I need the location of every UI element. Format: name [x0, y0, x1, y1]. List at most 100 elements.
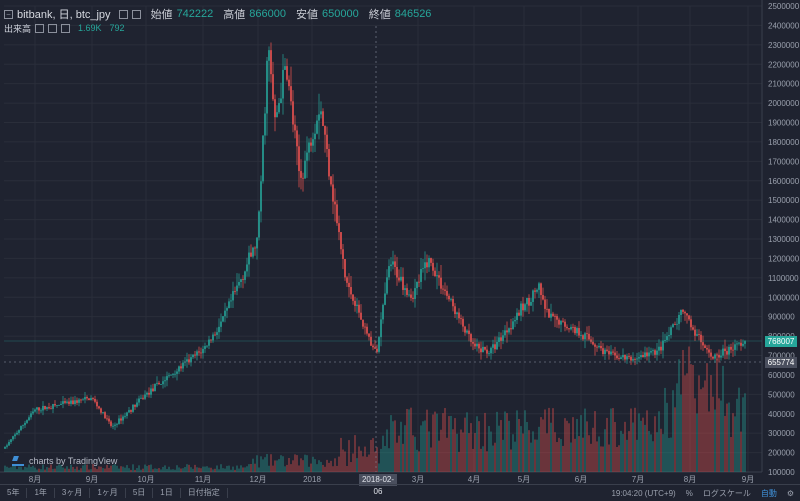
volume-bar — [364, 446, 366, 472]
volume-bar — [152, 469, 154, 472]
range-1d[interactable]: 1日 — [153, 488, 181, 498]
candle-body — [200, 352, 202, 354]
volume-bar — [274, 460, 276, 472]
range-5y[interactable]: 5年 — [0, 488, 28, 498]
volume-bar — [350, 462, 352, 472]
candle-body — [346, 277, 348, 283]
volume-bar — [336, 465, 338, 472]
volume-bar — [200, 468, 202, 472]
candle-body — [284, 66, 286, 70]
clock-text: 19:04:20 (UTC+9) — [611, 488, 676, 498]
candle-body — [464, 326, 466, 333]
y-tick-label: 700000 — [768, 352, 795, 361]
range-custom[interactable]: 日付指定 — [181, 488, 228, 498]
volume-bar — [592, 427, 594, 472]
candle-body — [208, 339, 210, 346]
volume-bar — [698, 375, 700, 472]
settings-icon[interactable] — [118, 9, 128, 19]
volume-bar — [208, 467, 210, 472]
candle-body — [518, 312, 520, 316]
candle-body — [112, 425, 114, 427]
candle-body — [548, 308, 550, 318]
volume-bar — [308, 466, 310, 472]
percent-toggle[interactable]: % — [685, 488, 693, 498]
log-scale-toggle[interactable]: ログスケール — [702, 488, 751, 498]
high-value: 866000 — [249, 8, 286, 20]
range-1y[interactable]: 1年 — [27, 488, 55, 498]
volume-bar — [382, 435, 384, 472]
close-icon[interactable] — [61, 23, 71, 33]
candle-body — [144, 394, 146, 399]
candle-body — [108, 418, 110, 422]
candle-body — [534, 290, 536, 292]
candle-body — [224, 310, 226, 317]
collapse-icon[interactable]: − — [4, 9, 13, 19]
volume-bar — [298, 465, 300, 472]
tradingview-watermark[interactable]: charts by TradingView — [12, 456, 117, 466]
volume-bar — [112, 464, 114, 472]
candle-body — [648, 352, 650, 357]
candle-body — [400, 276, 402, 281]
candle-body — [720, 355, 722, 358]
volume-bar — [490, 431, 492, 472]
eye-icon[interactable] — [35, 23, 45, 33]
candle-body — [716, 354, 718, 356]
volume-bar — [102, 468, 104, 472]
volume-bar — [518, 418, 520, 472]
volume-bar — [58, 464, 60, 472]
candle-body — [226, 308, 228, 311]
candle-body — [646, 352, 648, 357]
volume-bar — [704, 380, 706, 472]
candle-body — [552, 313, 554, 316]
volume-bar — [288, 457, 290, 472]
volume-bar — [310, 463, 312, 472]
volume-bar — [240, 465, 242, 472]
volume-bar — [108, 467, 110, 472]
candle-body — [116, 423, 118, 425]
volume-bar — [266, 454, 268, 472]
volume-bar — [140, 469, 142, 472]
candle-body — [522, 303, 524, 311]
close-icon[interactable] — [131, 9, 141, 19]
candle-body — [482, 346, 484, 353]
gear-icon[interactable]: ⚙ — [786, 488, 794, 498]
candle-body — [316, 120, 318, 134]
volume-bar — [270, 454, 272, 472]
settings-icon[interactable] — [48, 23, 58, 33]
volume-bar — [302, 460, 304, 472]
volume-bar — [360, 450, 362, 472]
volume-bar — [218, 469, 220, 472]
auto-scale-toggle[interactable]: 自動 — [760, 488, 777, 498]
candle-body — [252, 247, 254, 257]
candle-body — [30, 413, 32, 418]
x-tick-label: 7月 — [632, 475, 644, 484]
volume-bar — [594, 411, 596, 472]
volume-bar — [194, 464, 196, 472]
candle-body — [12, 436, 14, 440]
candle-body — [44, 405, 46, 410]
volume-bar — [700, 389, 702, 472]
candle-body — [680, 309, 682, 315]
volume-bar — [488, 426, 490, 472]
candle-body — [134, 404, 136, 407]
volume-bar — [284, 466, 286, 472]
candle-body — [418, 281, 420, 283]
candle-body — [736, 343, 738, 345]
open-value: 742222 — [176, 8, 214, 20]
candle-body — [642, 355, 644, 358]
volume-bar — [562, 445, 564, 472]
volume-bar — [448, 416, 450, 472]
candle-body — [508, 328, 510, 333]
volume-bar — [272, 465, 274, 472]
candle-body — [128, 410, 130, 413]
candle-body — [532, 290, 534, 302]
candle-body — [656, 350, 658, 355]
range-5d[interactable]: 5日 — [126, 488, 154, 498]
range-3m[interactable]: 3ヶ月 — [55, 488, 91, 498]
volume-bar — [190, 467, 192, 472]
candle-body — [72, 400, 74, 405]
volume-bar — [162, 466, 164, 472]
range-1m[interactable]: 1ヶ月 — [90, 488, 126, 498]
y-tick-label: 100000 — [768, 468, 795, 477]
